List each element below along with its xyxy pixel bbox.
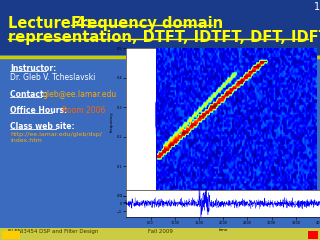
Text: http://ee.lamar.edu/gleb/dsp/
index.htm: http://ee.lamar.edu/gleb/dsp/ index.htm <box>10 132 102 143</box>
Text: Class web site:: Class web site: <box>10 122 75 131</box>
Text: Contact:: Contact: <box>10 90 49 99</box>
Text: Instructor:: Instructor: <box>10 64 56 73</box>
Bar <box>0 0 320 55</box>
Y-axis label: frequency: frequency <box>110 111 114 132</box>
Text: Lecture 4:: Lecture 4: <box>8 16 97 31</box>
Text: representation, DTFT, IDTFT, DFT, IDFT: representation, DTFT, IDTFT, DFT, IDFT <box>8 30 320 45</box>
Text: gleb@ee.lamar.edu: gleb@ee.lamar.edu <box>43 90 117 99</box>
X-axis label: time: time <box>219 228 228 232</box>
Bar <box>308 231 318 239</box>
Text: Dr. Gleb V. Tcheslavski: Dr. Gleb V. Tcheslavski <box>10 73 95 82</box>
Text: Fall 2009: Fall 2009 <box>148 229 172 234</box>
Text: Room 2006: Room 2006 <box>62 106 105 115</box>
Bar <box>0 228 320 240</box>
Text: 1: 1 <box>314 2 320 12</box>
Text: Frequency domain: Frequency domain <box>71 16 223 31</box>
Bar <box>2 230 20 239</box>
Text: ELENl3454 DSP and Filter Design: ELENl3454 DSP and Filter Design <box>8 229 98 234</box>
Text: Office Hours:: Office Hours: <box>10 106 70 115</box>
